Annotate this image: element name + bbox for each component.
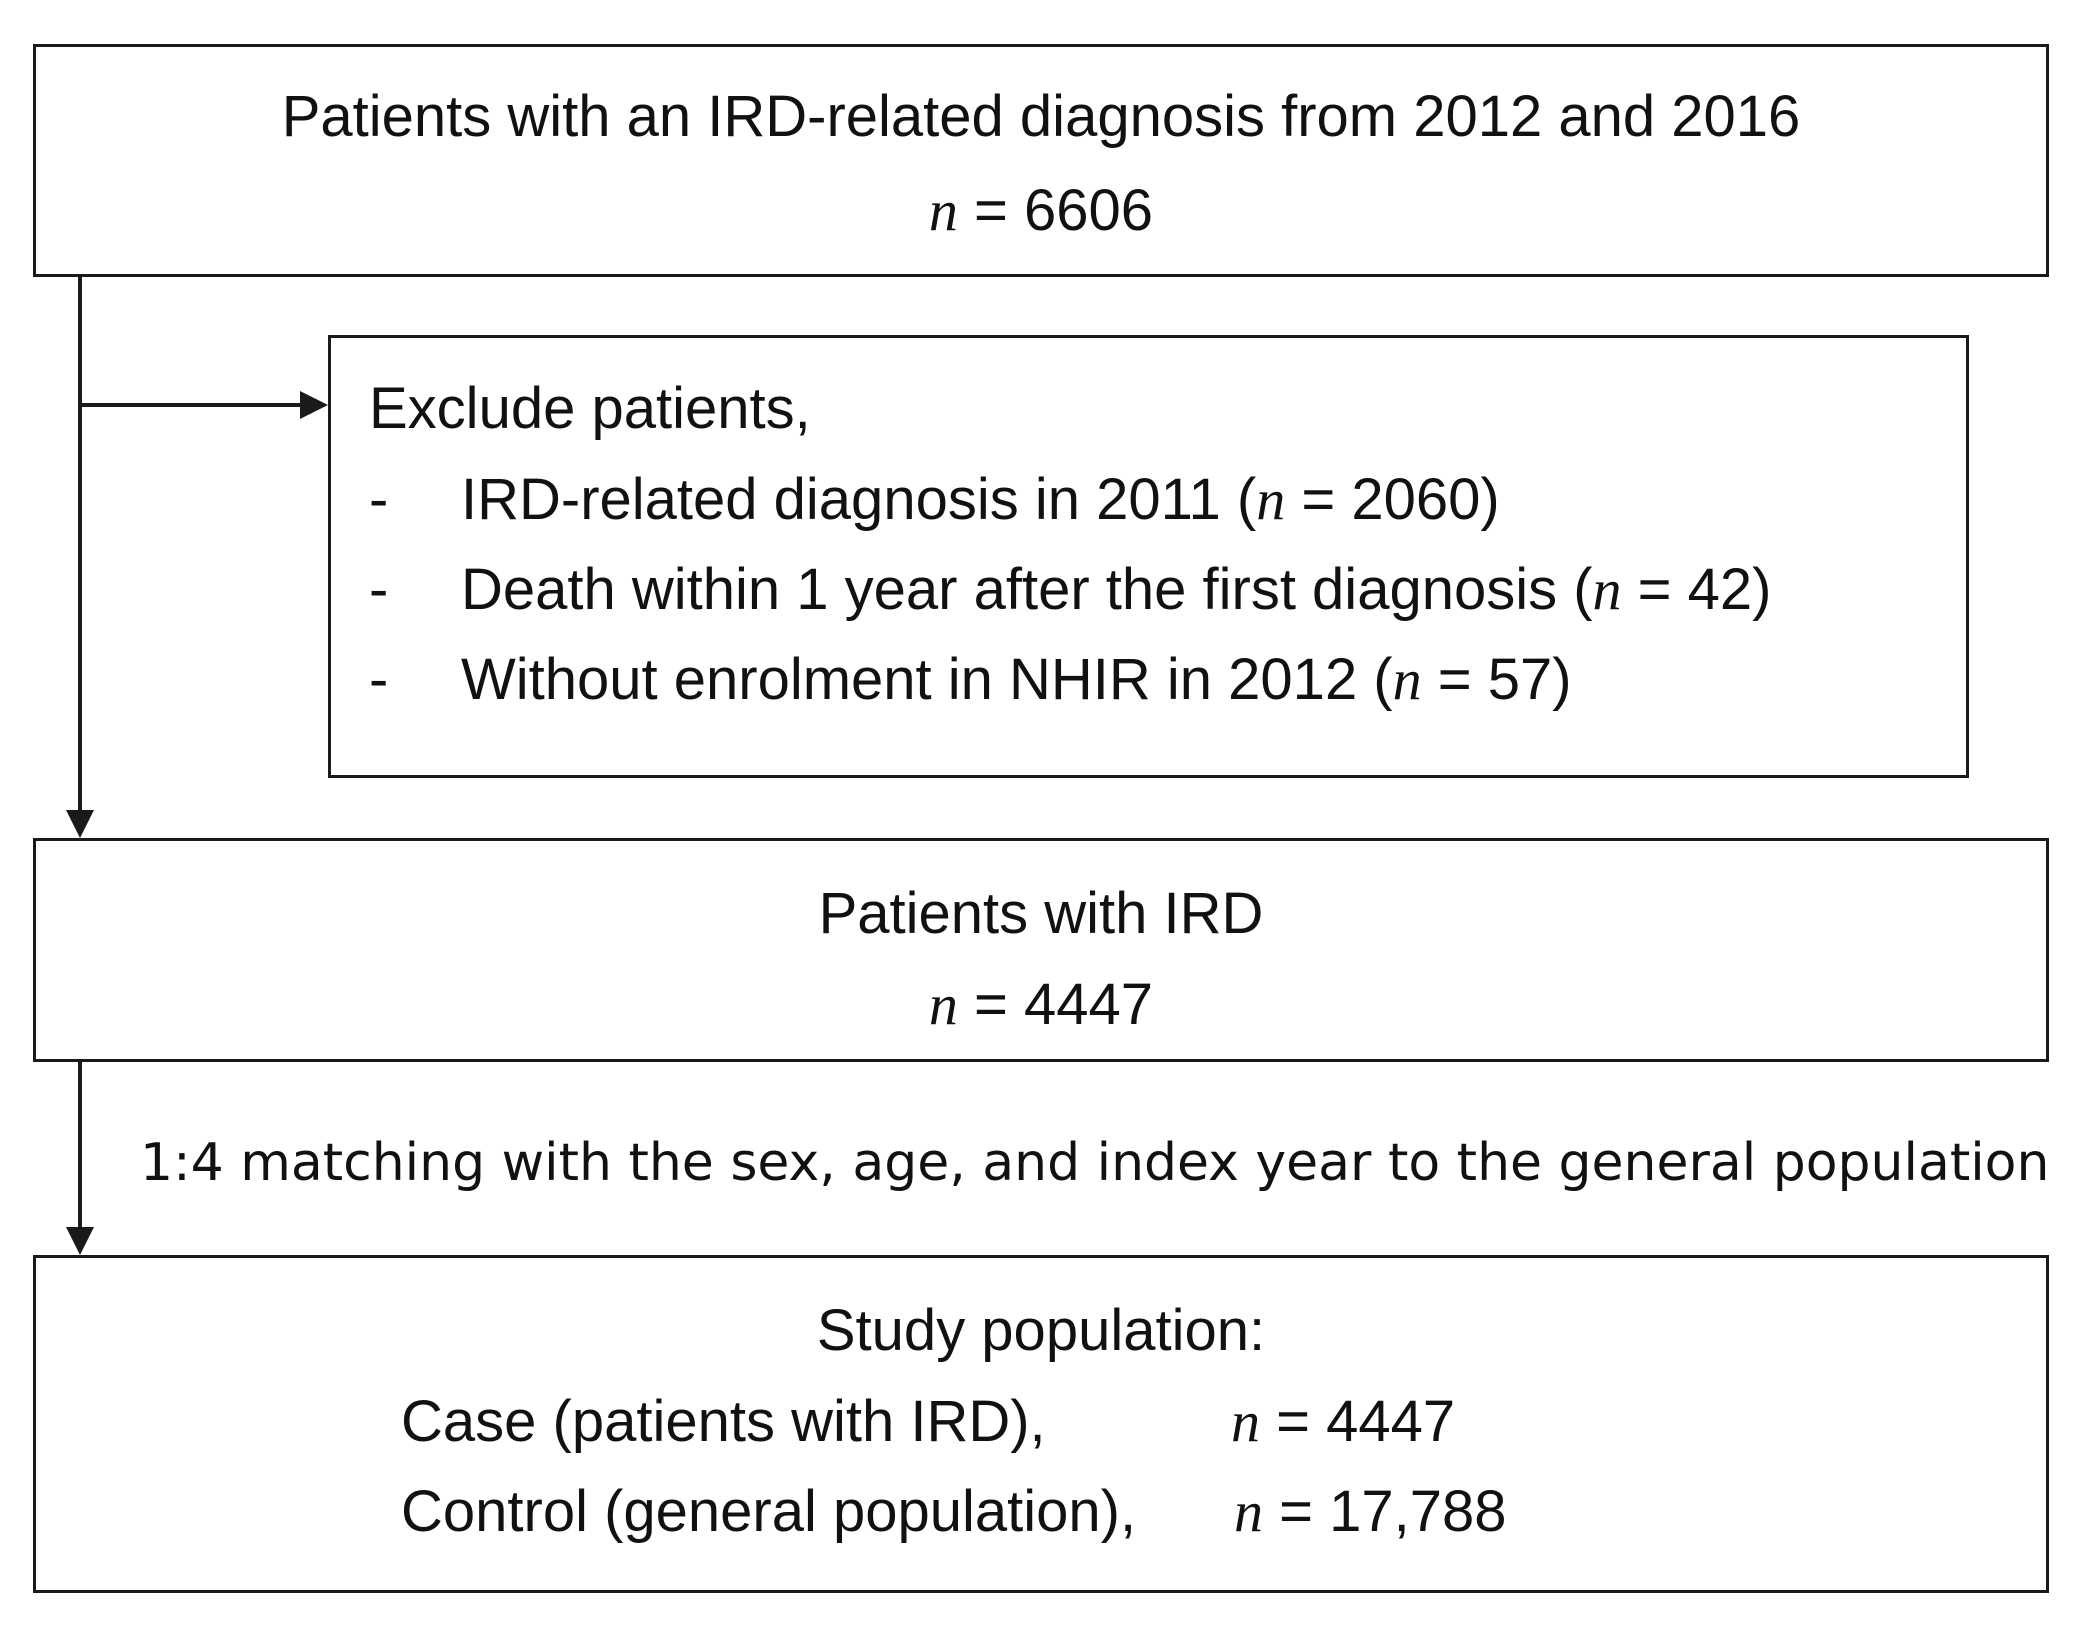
exclude-box: Exclude patients, - IRD-related diagnosi… xyxy=(328,335,1969,778)
arrowhead-to-study-box xyxy=(66,1227,94,1255)
exclude-item-3-text: Without enrolment in NHIR in 2012 ( xyxy=(461,647,1393,712)
n-symbol: n xyxy=(1256,467,1286,532)
study-heading: Study population: xyxy=(816,1298,1266,1363)
n-symbol: n xyxy=(1231,1389,1260,1454)
arrowhead-to-exclude-box xyxy=(300,391,328,419)
exclude-item-2-count: = 42) xyxy=(1621,557,1772,622)
count-value: = 4447 xyxy=(974,972,1154,1037)
matching-label: 1:4 matching with the sex, age, and inde… xyxy=(140,1133,2050,1193)
control-count: n = 17,788 xyxy=(1234,1483,1507,1541)
control-label: Control (general population), xyxy=(401,1479,1137,1544)
exclude-item-2: Death within 1 year after the first diag… xyxy=(461,561,1771,619)
count-value: = 17,788 xyxy=(1279,1479,1507,1544)
n-symbol: n xyxy=(928,178,958,243)
exclude-item-3: Without enrolment in NHIR in 2012 (n = 5… xyxy=(461,651,1572,709)
exclude-item-1: IRD-related diagnosis in 2011 (n = 2060) xyxy=(461,471,1500,529)
top-box-title: Patients with an IRD-related diagnosis f… xyxy=(281,84,1801,149)
exclude-item-2-bullet: - xyxy=(369,557,389,622)
n-symbol: n xyxy=(928,972,958,1037)
n-symbol: n xyxy=(1234,1479,1263,1544)
n-symbol: n xyxy=(1392,647,1422,712)
ird-box: Patients with IRD n = 4447 xyxy=(33,838,2049,1062)
count-value: = 4447 xyxy=(1276,1389,1456,1454)
exclude-item-1-bullet: - xyxy=(369,467,389,532)
case-count: n = 4447 xyxy=(1231,1393,1455,1451)
top-box: Patients with an IRD-related diagnosis f… xyxy=(33,44,2049,277)
top-box-count: n = 6606 xyxy=(36,182,2046,240)
ird-box-count: n = 4447 xyxy=(36,976,2046,1034)
exclude-item-1-text: IRD-related diagnosis in 2011 ( xyxy=(461,467,1257,532)
exclude-heading: Exclude patients, xyxy=(369,376,811,441)
exclude-item-2-text: Death within 1 year after the first diag… xyxy=(461,557,1593,622)
ird-box-title: Patients with IRD xyxy=(818,881,1264,946)
exclude-item-3-bullet: - xyxy=(369,647,389,712)
arrowhead-to-ird-box xyxy=(66,810,94,838)
n-symbol: n xyxy=(1592,557,1622,622)
study-population-box: Study population: Case (patients with IR… xyxy=(33,1255,2049,1593)
count-value: = 6606 xyxy=(974,178,1154,243)
case-label: Case (patients with IRD), xyxy=(401,1389,1046,1454)
exclude-item-1-count: = 2060) xyxy=(1285,467,1500,532)
exclude-item-3-count: = 57) xyxy=(1421,647,1572,712)
